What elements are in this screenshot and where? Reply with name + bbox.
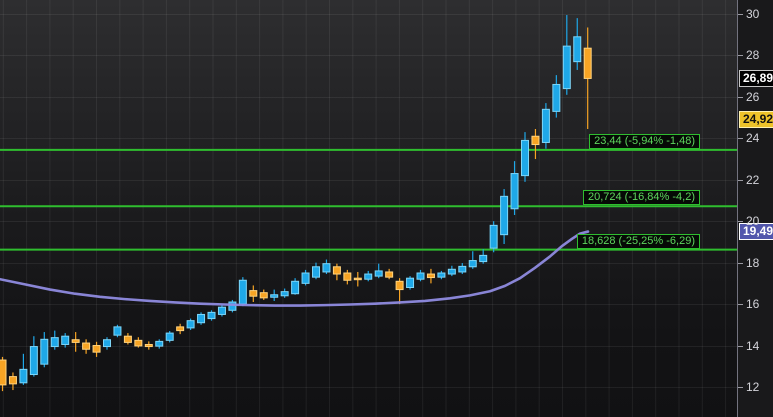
- axis-tick-label: 22: [746, 172, 760, 187]
- axis-tick-dash: [738, 262, 743, 264]
- axis-tick: 26: [738, 90, 773, 104]
- alert-price-badge: 24,92: [739, 110, 773, 128]
- axis-tick-dash: [738, 96, 743, 98]
- axis-tick: 16: [738, 297, 773, 311]
- chart-plot-area[interactable]: 23,44 (-5,94% -1,48) 20,724 (-16,84% -4,…: [0, 0, 737, 417]
- ma-value-badge: 19,495: [739, 223, 773, 241]
- axis-tick-dash: [738, 14, 743, 15]
- price-axis[interactable]: 26,89 24,92 19,495 30 28 26 24 22 20 18 16 14 12: [737, 0, 773, 417]
- axis-tick: 18: [738, 256, 773, 270]
- candles-layer: [0, 15, 592, 392]
- axis-tick-dash: [738, 55, 743, 57]
- chart-svg: [0, 0, 737, 417]
- axis-tick-label: 14: [746, 338, 760, 353]
- level-label: 23,44 (-5,94% -1,48): [589, 133, 700, 149]
- axis-tick: 12: [738, 380, 773, 394]
- level-label: 18,628 (-25,25% -6,29): [576, 233, 700, 249]
- axis-tick: 28: [738, 48, 773, 62]
- last-price-badge: 26,89: [739, 69, 773, 87]
- axis-tick-label: 24: [746, 131, 760, 146]
- axis-tick: 24: [738, 131, 773, 145]
- axis-tick-label: 16: [746, 297, 760, 312]
- axis-tick-dash: [738, 221, 743, 223]
- axis-tick-dash: [738, 138, 743, 140]
- axis-tick-dash: [738, 304, 743, 306]
- axis-tick: 14: [738, 339, 773, 353]
- axis-tick-dash: [738, 386, 743, 388]
- axis-tick-label: 12: [746, 379, 760, 394]
- axis-tick-label: 30: [746, 7, 760, 21]
- grid-layer: [0, 0, 737, 417]
- moving-average-line: [0, 230, 590, 307]
- axis-tick-dash: [738, 179, 743, 181]
- axis-tick-label: 18: [746, 255, 760, 270]
- axis-tick: 20: [738, 214, 773, 228]
- axis-tick-label: 20: [746, 214, 760, 229]
- axis-tick: 30: [738, 7, 773, 21]
- axis-tick: 22: [738, 173, 773, 187]
- axis-tick-dash: [738, 345, 743, 347]
- level-label: 20,724 (-16,84% -4,2): [582, 190, 700, 206]
- axis-tick-label: 28: [746, 48, 760, 63]
- axis-tick-label: 26: [746, 89, 760, 104]
